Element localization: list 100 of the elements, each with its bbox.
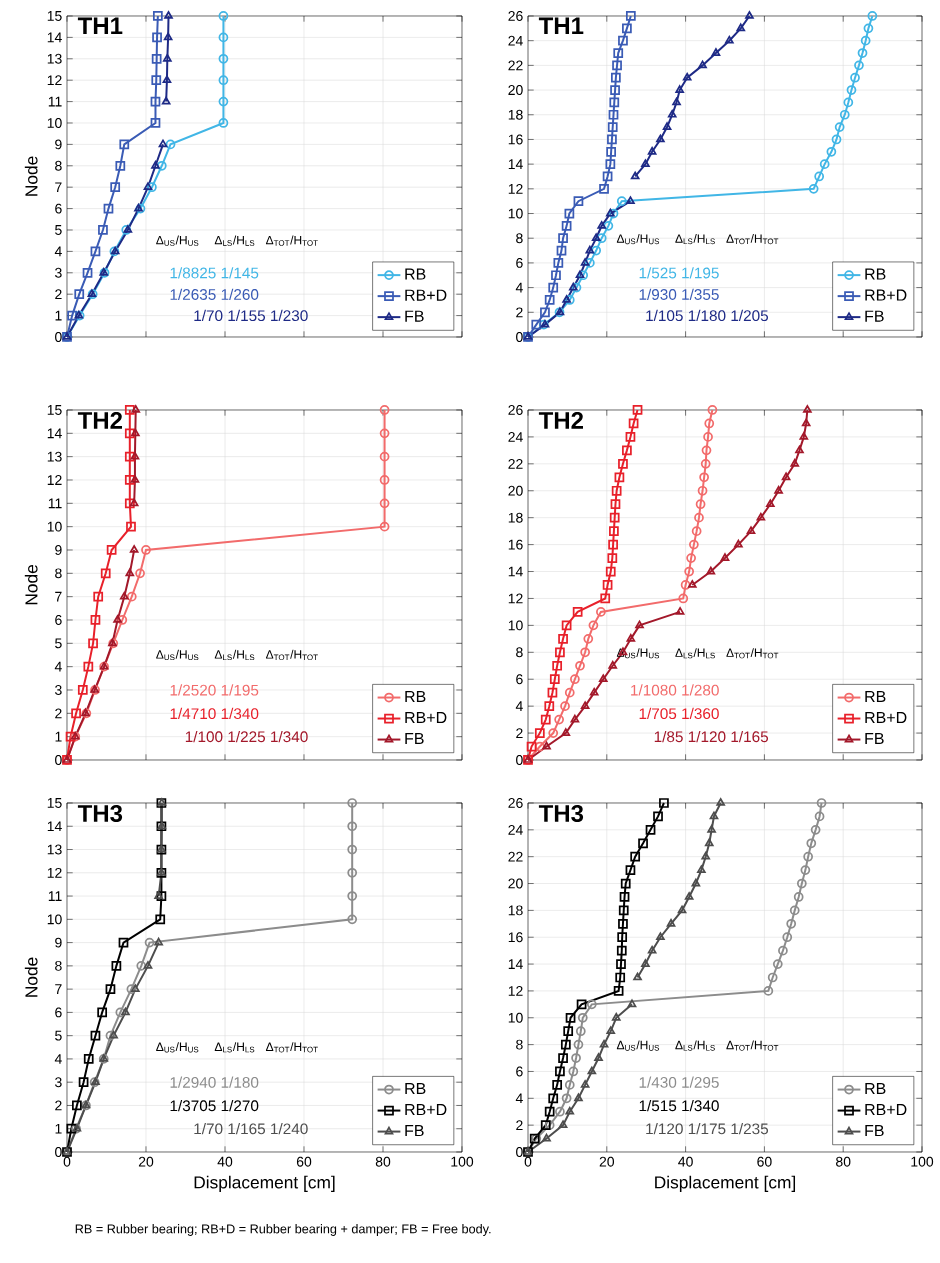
point: [544, 295, 555, 305]
point: [347, 821, 358, 832]
point: [694, 512, 704, 523]
y-tick-label: 12: [47, 475, 62, 485]
point: [707, 405, 718, 415]
y-tick-label: 18: [508, 109, 523, 120]
point: [124, 498, 135, 509]
point: [144, 937, 155, 948]
point: [379, 521, 390, 532]
x-tick-label: 0: [524, 1156, 532, 1167]
point: [746, 526, 756, 535]
y-tick-label: 6: [55, 615, 62, 625]
annotation: Δ$_{LS}$/H$_{LS}$: [214, 649, 255, 661]
y-tick-label: 3: [55, 267, 62, 278]
point: [834, 122, 845, 132]
point: [699, 472, 709, 483]
point: [814, 811, 825, 822]
point: [552, 660, 563, 671]
point: [586, 999, 597, 1010]
point: [614, 472, 625, 483]
legend-label: RB+D: [865, 712, 907, 724]
annotation: Δ$_{LS}$/H$_{LS}$: [675, 1040, 715, 1051]
point: [163, 53, 172, 62]
point: [806, 838, 817, 849]
point: [763, 986, 774, 996]
chart-title: TH3: [538, 804, 584, 822]
x-tick-label: 0: [63, 1156, 71, 1167]
point: [568, 1066, 579, 1077]
point: [619, 892, 630, 902]
point: [135, 568, 145, 579]
point: [819, 159, 830, 170]
y-tick-label: 4: [515, 701, 523, 711]
chart-title: TH3: [77, 804, 123, 822]
point: [544, 1106, 555, 1117]
point: [618, 905, 629, 916]
x-tick-label: 40: [678, 1156, 693, 1167]
point: [606, 1026, 616, 1035]
point: [796, 878, 807, 889]
point: [778, 945, 788, 956]
y-tick-label: 20: [508, 85, 523, 96]
point: [675, 607, 685, 615]
y-tick-label: 14: [47, 32, 62, 43]
point: [675, 85, 685, 93]
point: [131, 428, 140, 437]
y-tick-label: 12: [508, 986, 523, 996]
point: [641, 159, 650, 168]
point: [552, 1080, 563, 1090]
point: [124, 405, 135, 415]
point: [765, 499, 775, 508]
y-tick-label: 2: [55, 708, 62, 719]
point: [627, 999, 637, 1008]
point: [564, 1080, 575, 1090]
point: [558, 233, 568, 244]
y-tick-label: 10: [508, 1012, 523, 1023]
point: [118, 937, 129, 948]
y-tick-label: 0: [55, 332, 62, 342]
point: [659, 798, 669, 808]
point: [860, 35, 871, 46]
legend-label: FB: [405, 1125, 424, 1137]
point: [682, 72, 692, 81]
point: [677, 905, 687, 914]
point: [218, 11, 229, 21]
point: [119, 139, 130, 150]
chart-title: TH1: [77, 17, 123, 35]
point: [152, 11, 163, 21]
point: [218, 118, 229, 128]
y-tick-label: 15: [47, 798, 62, 808]
point: [379, 405, 390, 415]
point: [143, 182, 153, 191]
point: [599, 183, 609, 194]
y-tick-label: 8: [55, 160, 62, 171]
point: [795, 445, 804, 454]
x-axis-title: Displacement [cm]: [194, 1175, 335, 1192]
point: [591, 233, 601, 242]
y-tick-label: 18: [508, 512, 523, 523]
point: [106, 545, 117, 555]
point: [580, 258, 590, 266]
point: [704, 418, 715, 429]
y-tick-label: 2: [516, 1120, 523, 1131]
point: [560, 701, 570, 712]
point: [574, 1093, 583, 1102]
legend-label: RB+D: [865, 289, 907, 301]
point: [799, 432, 809, 440]
point: [576, 999, 587, 1010]
point: [613, 986, 624, 996]
y-tick-label: 11: [48, 891, 62, 901]
point: [100, 568, 111, 579]
point: [605, 566, 616, 577]
y-tick-label: 5: [55, 638, 62, 649]
point: [580, 701, 590, 710]
point: [563, 1026, 574, 1037]
point: [609, 526, 619, 537]
point: [556, 245, 567, 256]
point: [616, 196, 627, 207]
annotation: 1/8825 1/145: [170, 267, 259, 279]
annotation: Δ$_{TOT}$/H$_{TOT}$: [265, 235, 318, 246]
y-tick-label: 26: [508, 11, 523, 21]
point: [130, 475, 140, 483]
point: [110, 182, 121, 193]
point: [161, 96, 171, 105]
